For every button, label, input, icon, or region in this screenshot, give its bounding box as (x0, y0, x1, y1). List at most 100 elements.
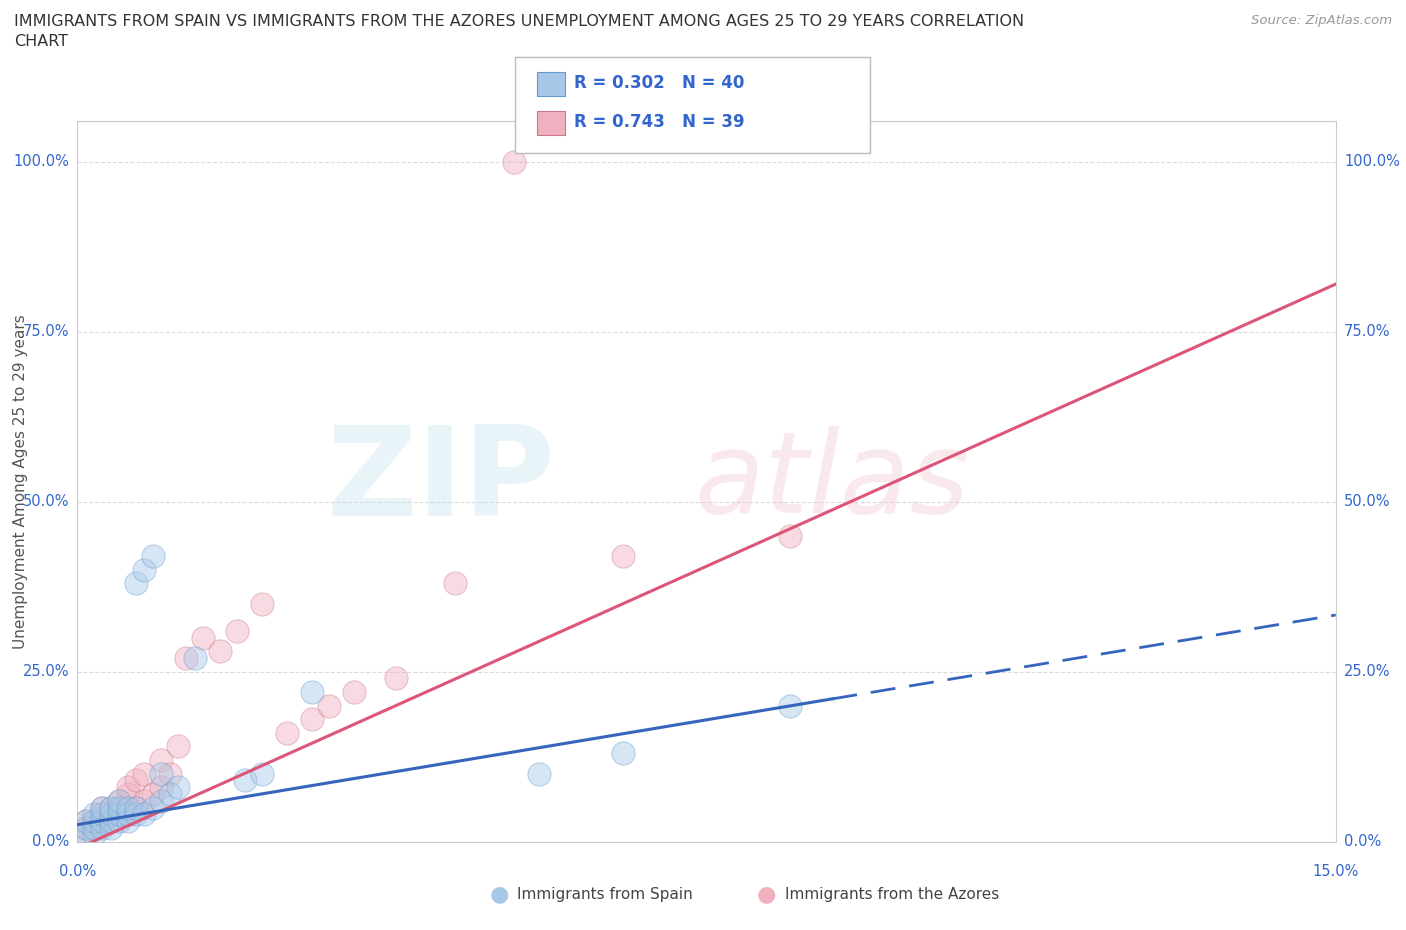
Text: 100.0%: 100.0% (1344, 154, 1400, 169)
Text: IMMIGRANTS FROM SPAIN VS IMMIGRANTS FROM THE AZORES UNEMPLOYMENT AMONG AGES 25 T: IMMIGRANTS FROM SPAIN VS IMMIGRANTS FROM… (14, 14, 1024, 29)
Point (108, 800, 131, 815)
Point (142, 787, 165, 802)
Point (83, 807, 105, 822)
Point (100, 800, 122, 815)
Point (100, 820, 122, 835)
Point (75, 820, 97, 835)
Point (83, 820, 105, 835)
Point (184, 651, 207, 666)
Point (301, 711, 323, 726)
Point (233, 773, 256, 788)
Point (225, 623, 247, 638)
Text: Immigrants from Spain: Immigrants from Spain (517, 887, 693, 902)
Point (91, 800, 114, 815)
Point (142, 549, 165, 564)
Text: 0.0%: 0.0% (32, 834, 69, 849)
Point (191, 631, 215, 645)
Point (83, 820, 105, 835)
Point (100, 800, 122, 815)
Point (208, 644, 231, 658)
Point (150, 780, 173, 795)
Point (150, 766, 173, 781)
Text: CHART: CHART (14, 34, 67, 49)
Point (91, 814, 114, 829)
Point (250, 596, 273, 611)
Point (125, 773, 148, 788)
Point (125, 800, 148, 815)
Point (83, 814, 105, 829)
Text: 50.0%: 50.0% (1344, 494, 1391, 509)
Text: Unemployment Among Ages 25 to 29 years: Unemployment Among Ages 25 to 29 years (13, 314, 28, 648)
Point (167, 739, 190, 754)
Point (91, 800, 114, 815)
Point (125, 576, 148, 591)
Text: Immigrants from the Azores: Immigrants from the Azores (785, 887, 998, 902)
Text: R = 0.743   N = 39: R = 0.743 N = 39 (574, 113, 744, 131)
Point (176, 651, 198, 666)
Text: 100.0%: 100.0% (13, 154, 69, 169)
Point (117, 807, 139, 822)
Point (167, 780, 190, 795)
Point (100, 807, 122, 822)
Point (301, 684, 323, 699)
Point (108, 800, 131, 815)
Text: 0.0%: 0.0% (59, 864, 96, 879)
Point (91, 820, 114, 835)
Point (250, 766, 273, 781)
Point (343, 684, 366, 699)
Point (134, 563, 156, 578)
Point (117, 780, 139, 795)
Text: ●: ● (489, 884, 509, 905)
Point (75, 814, 97, 829)
Text: 15.0%: 15.0% (1313, 864, 1358, 879)
Point (117, 814, 139, 829)
Point (502, 154, 524, 169)
Point (75, 828, 97, 843)
Point (108, 807, 131, 822)
Point (117, 800, 139, 815)
Point (91, 814, 114, 829)
Point (150, 793, 173, 808)
Point (117, 807, 139, 822)
Text: 75.0%: 75.0% (1344, 325, 1391, 339)
Point (91, 807, 114, 822)
Text: 0.0%: 0.0% (1344, 834, 1381, 849)
Point (108, 814, 131, 829)
Point (159, 766, 181, 781)
Point (612, 746, 634, 761)
Point (527, 766, 550, 781)
Point (276, 725, 298, 740)
Point (779, 528, 801, 543)
Point (612, 549, 634, 564)
Point (108, 793, 131, 808)
Point (134, 766, 156, 781)
Point (108, 807, 131, 822)
Point (125, 807, 148, 822)
Point (83, 828, 105, 843)
Point (75, 828, 97, 843)
Text: ZIP: ZIP (326, 420, 555, 542)
Point (91, 807, 114, 822)
Text: ●: ● (756, 884, 776, 905)
Point (83, 814, 105, 829)
Point (318, 698, 340, 713)
Point (385, 671, 408, 686)
Point (108, 793, 131, 808)
Point (117, 787, 139, 802)
Text: 25.0%: 25.0% (1344, 664, 1391, 679)
Point (150, 752, 173, 767)
Point (75, 814, 97, 829)
Point (100, 814, 122, 829)
Point (134, 793, 156, 808)
Point (444, 576, 467, 591)
Point (159, 787, 181, 802)
Point (134, 807, 156, 822)
Point (779, 698, 801, 713)
Point (125, 800, 148, 815)
Point (75, 820, 97, 835)
Text: 50.0%: 50.0% (22, 494, 69, 509)
Point (100, 814, 122, 829)
Point (142, 800, 165, 815)
Text: 25.0%: 25.0% (22, 664, 69, 679)
Text: 75.0%: 75.0% (22, 325, 69, 339)
